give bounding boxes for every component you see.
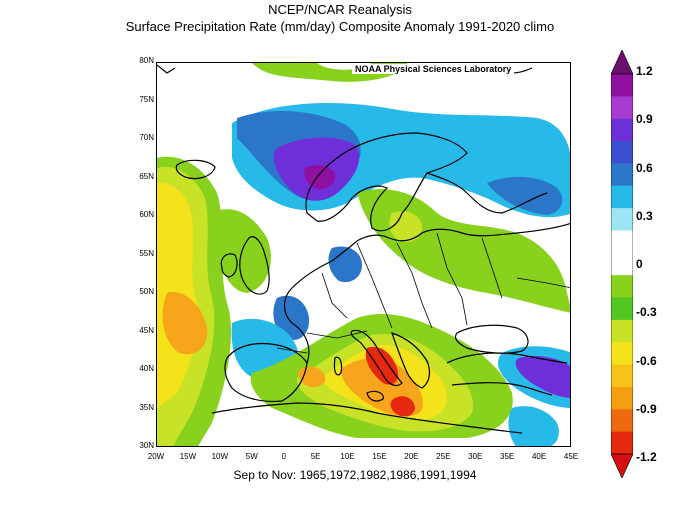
- lon-label: 15E: [372, 452, 387, 461]
- lat-label: 40N: [139, 364, 154, 373]
- colorbar-segment: [611, 275, 633, 299]
- lat-label: 55N: [139, 248, 154, 258]
- title-line-1: NCEP/NCAR Reanalysis: [268, 2, 412, 17]
- coast-sicily: [366, 390, 384, 402]
- coast-north-africa: [211, 402, 523, 434]
- colorbar-segment: [611, 364, 633, 388]
- colorbar-label: -0.6: [636, 353, 657, 368]
- map-svg: [157, 63, 570, 446]
- credit-label: NOAA Physical Sciences Laboratory: [352, 64, 515, 74]
- coast-iceland: [175, 159, 216, 180]
- lat-label: 80N: [139, 56, 154, 65]
- colorbar-label: 0.3: [636, 208, 653, 223]
- field-southeast-cyan: [508, 406, 559, 446]
- lat-label: 60N: [139, 210, 154, 219]
- coast-turkey: [446, 352, 568, 364]
- lon-label: 15W: [179, 452, 197, 461]
- field-east-blue: [487, 176, 563, 215]
- lat-label: 70N: [139, 133, 154, 142]
- colorbar-label: 1.2: [636, 64, 653, 78]
- coast-ireland: [220, 253, 238, 278]
- lon-label: 20E: [404, 452, 419, 461]
- field-scandinavia-purple: [304, 165, 336, 190]
- coast-balkans: [391, 332, 431, 389]
- borders: [276, 232, 570, 354]
- title-line-2: Surface Precipitation Rate (mm/day) Comp…: [125, 19, 555, 34]
- lon-label: 0: [281, 452, 286, 461]
- coast-scandinavia: [305, 132, 468, 232]
- colorbar-label: 0: [636, 257, 643, 271]
- colorbar-bottom-arrow: [611, 453, 633, 478]
- colorbar-segment: [611, 342, 633, 366]
- coast-mainland: [283, 222, 570, 364]
- colorbar-label: -1.2: [636, 450, 657, 464]
- precipitation-anomaly-map: [156, 62, 571, 447]
- lon-label: 45E: [563, 452, 579, 461]
- lat-label: 30N: [139, 441, 154, 450]
- lon-label: 5W: [245, 452, 258, 461]
- colorbar-segment: [611, 74, 633, 97]
- field-turkey-violet: [515, 356, 570, 398]
- lat-label: 50N: [139, 287, 154, 296]
- colorbar-top-arrow: [611, 50, 633, 75]
- colorbar-segment: [611, 409, 633, 433]
- field-ionian-red: [390, 396, 415, 417]
- coast-turkey-south: [451, 382, 553, 396]
- colorbar-outline: [611, 73, 633, 455]
- colorbar-label: 0.6: [636, 160, 653, 175]
- coast-corsica: [333, 356, 343, 376]
- colorbar-segment: [611, 96, 633, 120]
- field-italy-red: [365, 346, 399, 385]
- colorbar-segment: [611, 230, 633, 254]
- lon-label: 20W: [147, 452, 165, 461]
- coast-britain: [239, 236, 270, 295]
- colorbar: [611, 50, 633, 478]
- lon-label: 25E: [436, 452, 451, 461]
- field-poland-yellowgreen: [389, 211, 423, 243]
- colorbar-segment: [611, 141, 633, 164]
- colorbar-segment: [611, 118, 633, 142]
- colorbar-label: -0.9: [636, 401, 657, 416]
- colorbar-label: 0.9: [636, 112, 653, 127]
- field-north-sea-blue: [328, 246, 362, 283]
- coast-black-sea: [454, 324, 529, 354]
- colorbar-label: -0.3: [636, 305, 657, 320]
- colorbar-segment: [611, 431, 633, 455]
- colorbar-segment: [611, 319, 633, 343]
- anomaly-fields: [157, 63, 570, 446]
- coast-iberia: [224, 342, 308, 403]
- lon-label: 35E: [500, 452, 515, 461]
- lat-label: 35N: [139, 402, 154, 412]
- lon-label: 10W: [211, 452, 229, 461]
- lon-label: 40E: [531, 452, 547, 461]
- field-atlantic-orange: [162, 292, 208, 355]
- colorbar-segment: [611, 297, 633, 321]
- coast-finland: [426, 172, 548, 214]
- colorbar-segment: [611, 252, 633, 276]
- lon-label: 5E: [310, 452, 321, 461]
- lon-label: 30E: [468, 452, 483, 461]
- colorbar-segment: [611, 163, 633, 187]
- colorbar-segment: [611, 185, 633, 209]
- colorbar-segment: [611, 386, 633, 410]
- lat-label: 65N: [139, 171, 154, 181]
- colorbar-segment: [611, 208, 633, 231]
- subtitle: Sep to Nov: 1965,1972,1982,1986,1991,199…: [233, 468, 477, 482]
- coast-italy: [350, 329, 403, 387]
- lon-label: 10E: [340, 452, 355, 461]
- lat-label: 45N: [139, 325, 154, 335]
- lat-label: 75N: [139, 94, 154, 104]
